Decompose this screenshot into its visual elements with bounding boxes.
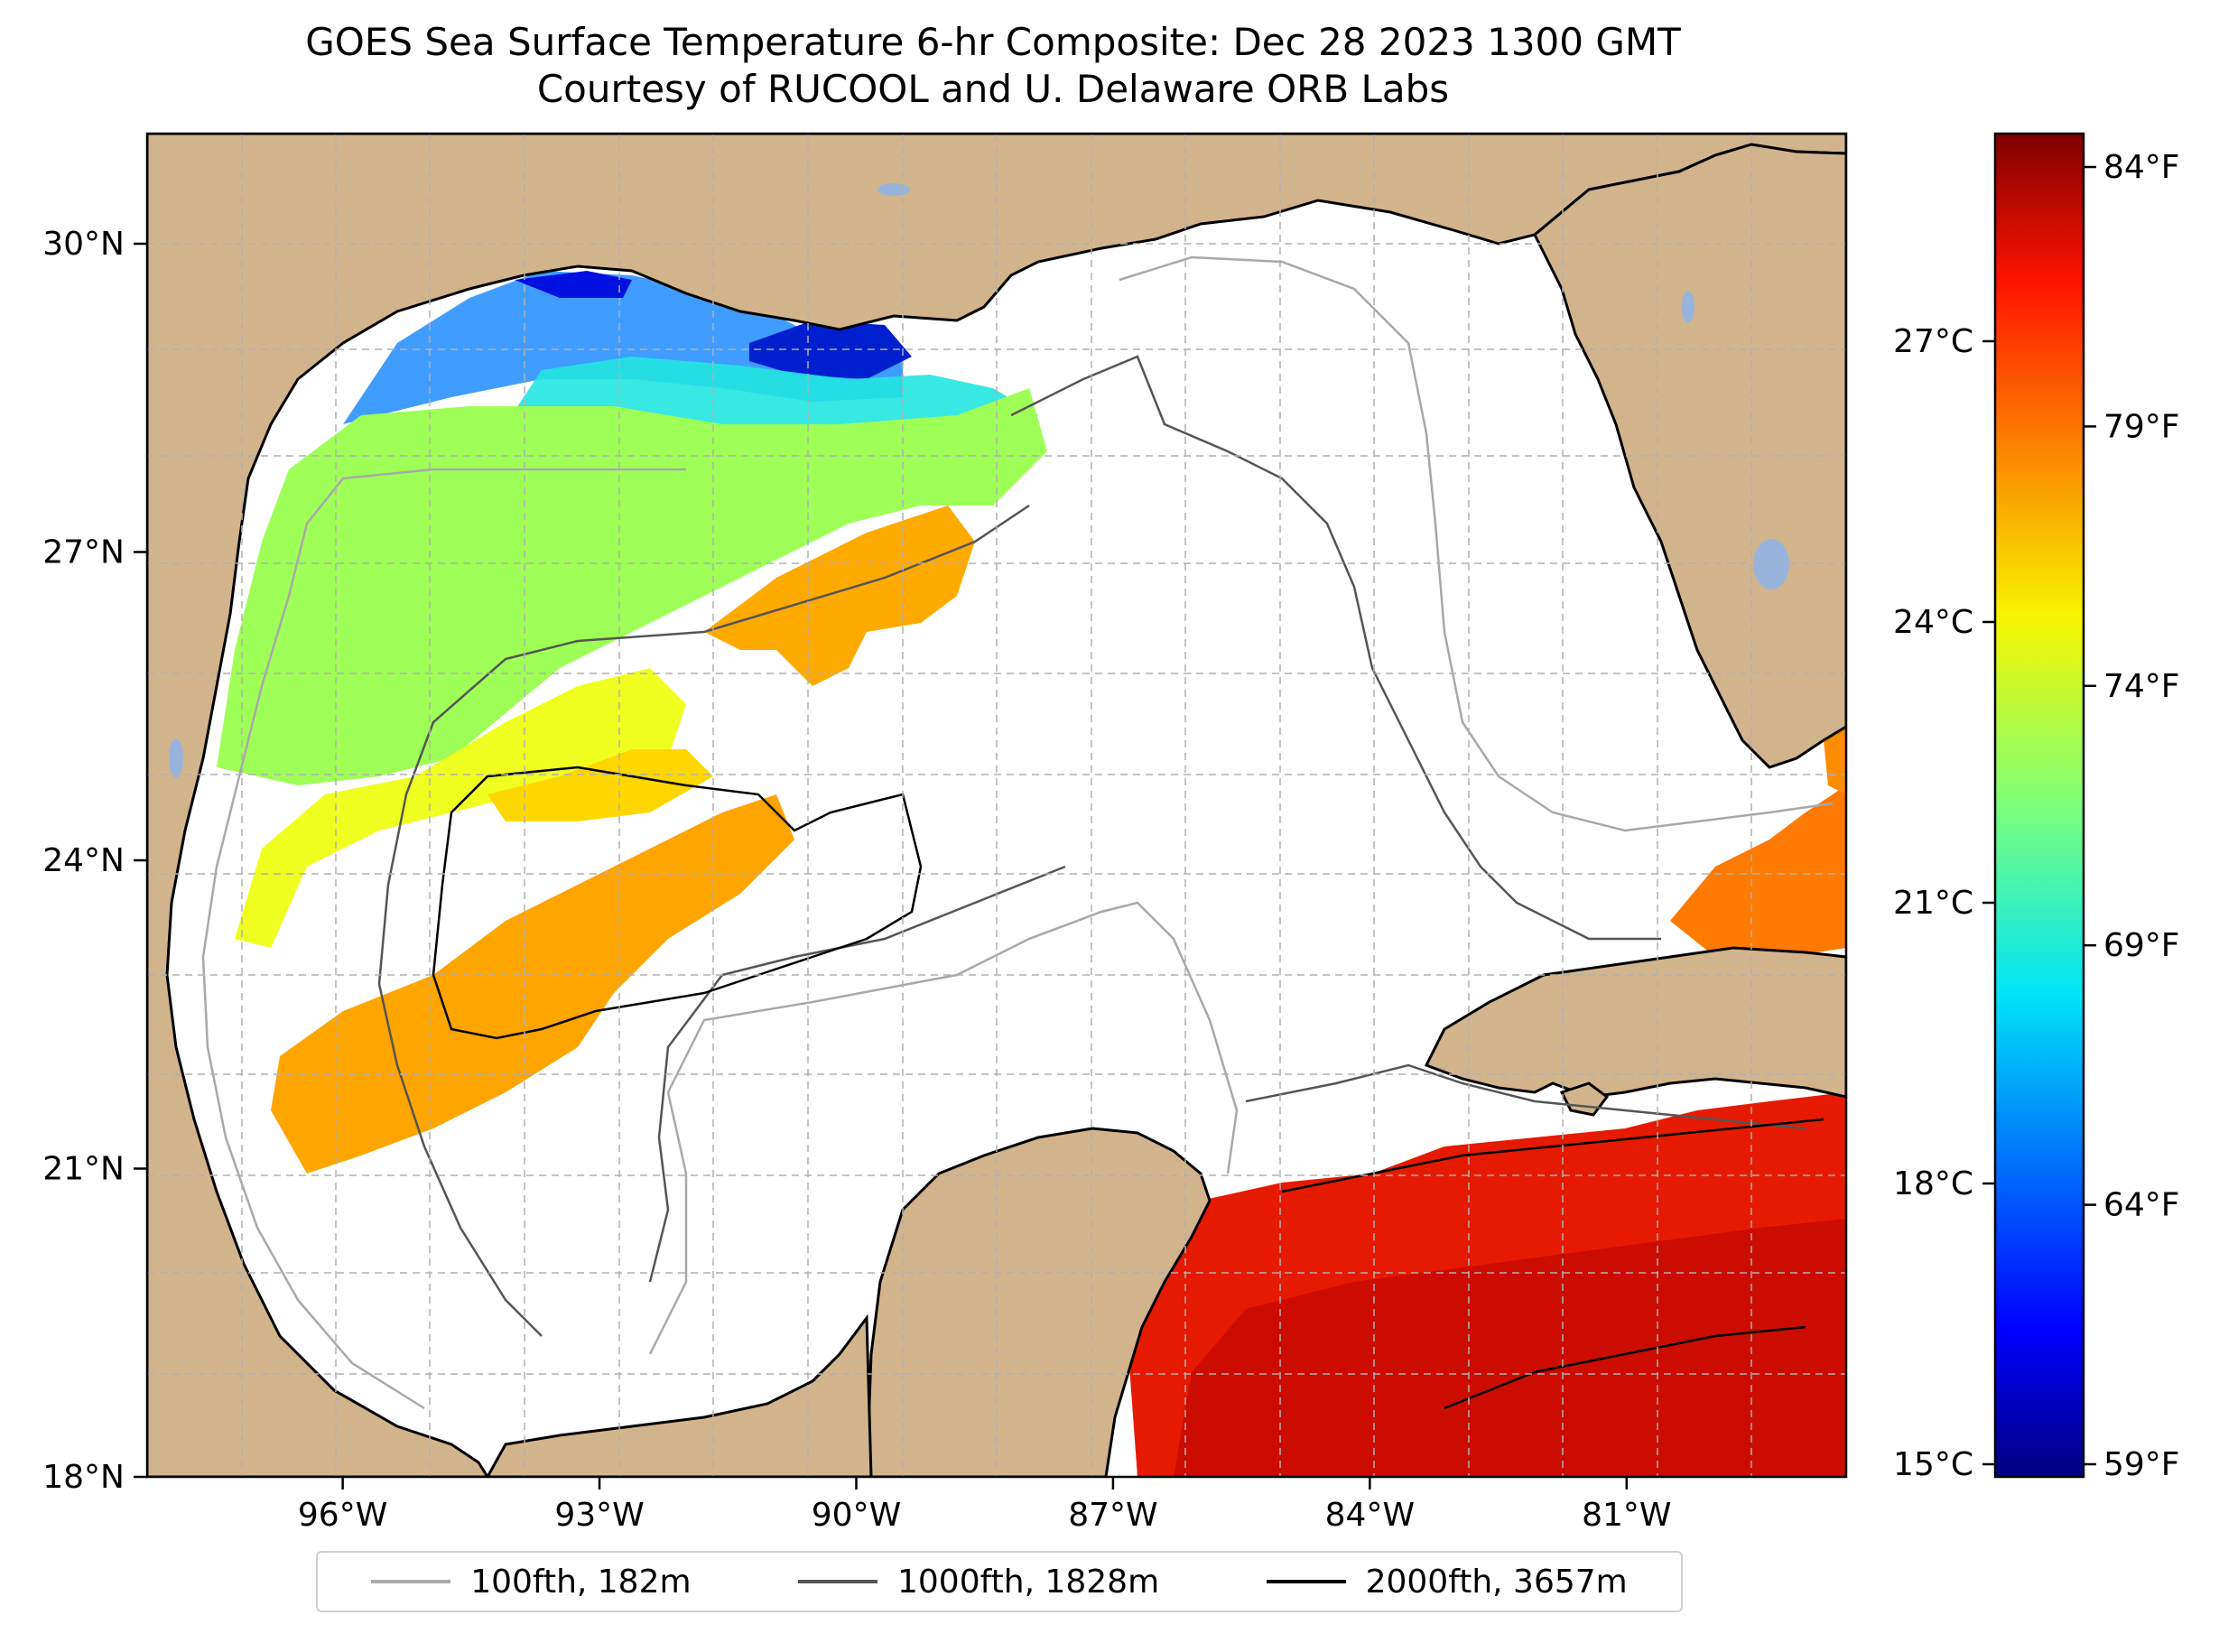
legend-line-1000fth — [797, 1580, 877, 1583]
lakes — [169, 183, 1789, 778]
bathymetry-1000fth — [377, 355, 1806, 1337]
fahrenheit-tick-label-4: 79°F — [2103, 408, 2180, 445]
graticule — [147, 134, 1846, 1477]
legend-label-2000fth: 2000fth, 3657m — [1365, 1563, 1628, 1601]
map-subtitle: Courtesy of RUCOOL and U. Delaware ORB L… — [536, 67, 1450, 111]
legend-line-2000fth — [1266, 1580, 1346, 1583]
lat-tick-label-1: 21°N — [42, 1151, 125, 1188]
lat-tick-label-2: 24°N — [42, 842, 125, 879]
bathymetry-100fth — [201, 255, 1834, 1410]
lake-central-fl — [1682, 291, 1694, 323]
land — [147, 134, 1846, 1477]
celsius-tick-label-4: 27°C — [1893, 323, 1973, 360]
lake-pontchartrain — [877, 183, 910, 196]
lon-tick-label-1: 93°W — [554, 1497, 644, 1534]
land-mexico-south — [486, 1313, 873, 1477]
celsius-tick-label-3: 24°C — [1893, 604, 1973, 641]
fahrenheit-tick-label-3: 74°F — [2103, 668, 2180, 705]
lon-tick-label-0: 96°W — [298, 1497, 387, 1534]
sst-yellow-slope — [235, 668, 686, 948]
lake-texas — [169, 738, 183, 778]
map-frame — [145, 132, 1848, 1479]
sst-orange-loop-north — [704, 506, 975, 686]
land-cuba — [1424, 946, 1846, 1099]
sst-orange-florida-straits — [1670, 785, 1846, 957]
lon-tick-label-2: 90°W — [812, 1497, 901, 1534]
lat-tick-label-0: 18°N — [42, 1459, 125, 1496]
celsius-tick-label-2: 21°C — [1893, 885, 1973, 922]
lon-tick-label-4: 84°W — [1325, 1497, 1415, 1534]
legend-label-100fth: 100fth, 182m — [470, 1563, 692, 1601]
fahrenheit-tick-label-0: 59°F — [2103, 1446, 2180, 1483]
longitude-axis: 96°W 93°W 90°W 87°W 84°W 81°W — [298, 1477, 1671, 1534]
legend-item-2000fth: 2000fth, 3657m — [1266, 1563, 1628, 1601]
land-north-gulf-coast — [147, 134, 1846, 1477]
bathymetry-2000fth — [432, 766, 1824, 1410]
legend-item-1000fth: 1000fth, 1828m — [797, 1563, 1160, 1601]
celsius-tick-label-0: 15°C — [1893, 1446, 1973, 1483]
lon-tick-label-3: 87°W — [1068, 1497, 1157, 1534]
legend-label-1000fth: 1000fth, 1828m — [896, 1563, 1160, 1601]
colorbar-fahrenheit-axis: 59°F 64°F 69°F 74°F 79°F 84°F — [2084, 149, 2180, 1483]
legend-item-100fth: 100fth, 182m — [371, 1563, 692, 1601]
fahrenheit-tick-label-1: 64°F — [2103, 1187, 2180, 1224]
colorbar — [1993, 132, 2085, 1479]
sst-cold-nearshore — [515, 271, 632, 298]
map-title: GOES Sea Surface Temperature 6-hr Compos… — [305, 20, 1681, 64]
bathymetry-legend: 100fth, 182m 1000fth, 1828m 2000fth, 365… — [316, 1551, 1683, 1612]
lake-okeechobee — [1753, 539, 1789, 589]
sst-yellow-mid — [487, 749, 713, 821]
lat-tick-label-3: 27°N — [42, 534, 125, 571]
sst-red-inner — [1174, 1219, 1846, 1477]
sst-green-shelf — [217, 388, 1047, 785]
latitude-axis: 18°N 21°N 24°N 27°N 30°N — [42, 226, 147, 1496]
legend-line-100fth — [371, 1580, 451, 1583]
lat-tick-label-4: 30°N — [42, 226, 125, 263]
lon-tick-label-5: 81°W — [1582, 1497, 1671, 1534]
colorbar-celsius-axis: 15°C 18°C 21°C 24°C 27°C — [1893, 323, 1995, 1483]
fahrenheit-tick-label-5: 84°F — [2103, 149, 2180, 186]
celsius-tick-label-1: 18°C — [1893, 1165, 1973, 1202]
fahrenheit-tick-label-2: 69°F — [2103, 927, 2180, 964]
